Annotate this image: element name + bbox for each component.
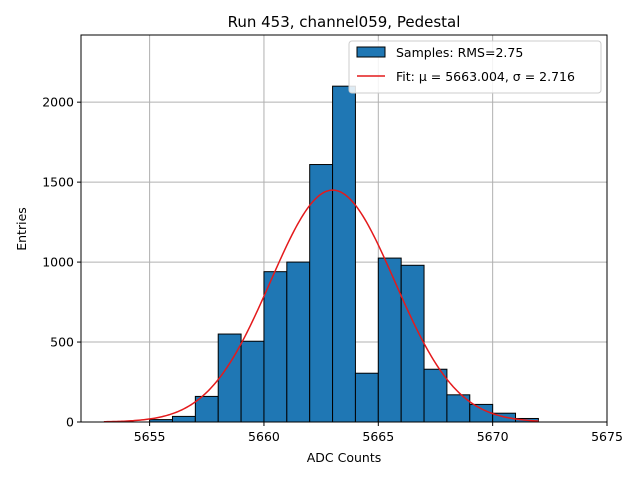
histogram-bar — [217, 333, 242, 423]
histogram-bar — [400, 264, 425, 423]
x-tick-label: 5665 — [362, 429, 394, 444]
x-tick-label: 5660 — [248, 429, 280, 444]
x-tick-label: 5655 — [134, 429, 166, 444]
histogram-bar — [194, 395, 219, 423]
histogram-bar — [377, 257, 402, 423]
histogram-bar — [469, 403, 494, 423]
x-axis-ticks: 5655 5660 5665 5670 5675 — [134, 422, 623, 444]
fit-curve — [103, 189, 539, 423]
histogram-bar — [286, 261, 311, 423]
legend-label-samples: Samples: RMS=2.75 — [396, 45, 523, 60]
plot-frame — [80, 34, 608, 423]
chart-title: Run 453, channel059, Pedestal — [228, 13, 461, 31]
x-tick-label: 5670 — [477, 429, 509, 444]
histogram-bar — [423, 368, 448, 423]
legend: Samples: RMS=2.75 Fit: μ = 5663.004, σ =… — [348, 40, 602, 94]
x-tick-label: 5675 — [591, 429, 623, 444]
legend-label-fit: Fit: μ = 5663.004, σ = 2.716 — [396, 69, 575, 84]
y-tick-label: 1000 — [42, 255, 74, 270]
y-tick-label: 500 — [50, 335, 74, 350]
y-tick-label: 0 — [66, 415, 74, 430]
y-axis-ticks: 0 500 1000 1500 2000 — [42, 95, 81, 430]
x-axis-label: ADC Counts — [307, 450, 382, 465]
histogram-bar — [171, 415, 196, 423]
y-tick-label: 1500 — [42, 175, 74, 190]
histogram-bar — [332, 85, 356, 423]
histogram-bar — [354, 372, 379, 423]
y-axis-label: Entries — [14, 207, 29, 251]
histogram-bar — [240, 340, 265, 423]
histogram-bar — [309, 164, 334, 423]
legend-swatch-samples — [356, 46, 386, 58]
y-tick-label: 2000 — [42, 95, 74, 110]
legend-box — [348, 40, 602, 94]
histogram-bar — [263, 271, 288, 423]
